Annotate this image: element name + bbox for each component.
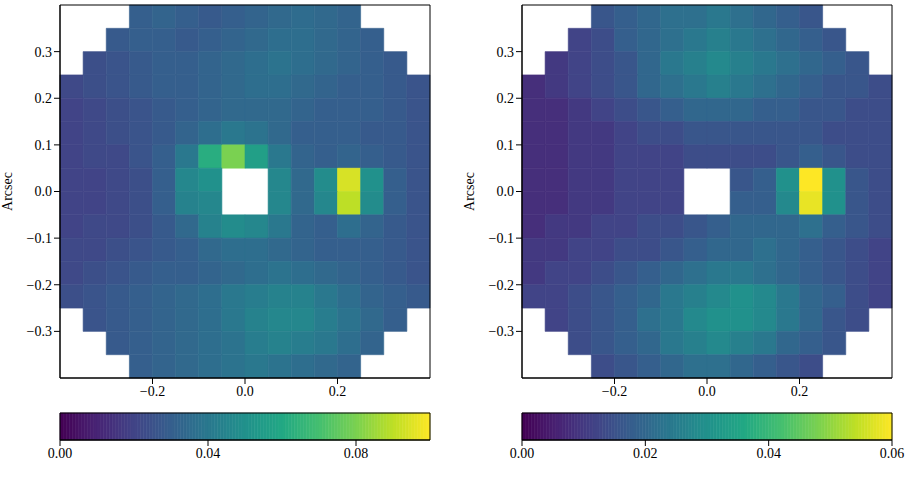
svg-text:−0.2: −0.2 [489, 278, 514, 293]
svg-text:0.3: 0.3 [35, 45, 53, 60]
svg-text:0.04: 0.04 [756, 446, 781, 461]
svg-text:0.1: 0.1 [497, 138, 515, 153]
svg-text:−0.2: −0.2 [140, 384, 165, 399]
svg-text:−0.2: −0.2 [602, 384, 627, 399]
svg-text:−0.3: −0.3 [489, 324, 514, 339]
svg-text:−0.2: −0.2 [27, 278, 52, 293]
svg-text:0.00: 0.00 [510, 446, 535, 461]
svg-text:0.0: 0.0 [698, 384, 716, 399]
svg-text:0.08: 0.08 [344, 446, 369, 461]
svg-text:0.02: 0.02 [633, 446, 658, 461]
svg-text:0.2: 0.2 [35, 91, 53, 106]
svg-text:0.2: 0.2 [329, 384, 347, 399]
svg-text:Arcsec: Arcsec [0, 172, 15, 211]
svg-text:0.00: 0.00 [48, 446, 73, 461]
svg-text:−0.1: −0.1 [489, 231, 514, 246]
svg-text:−0.3: −0.3 [27, 324, 52, 339]
svg-text:0.04: 0.04 [196, 446, 221, 461]
svg-text:0.0: 0.0 [497, 184, 515, 199]
svg-text:0.2: 0.2 [791, 384, 809, 399]
svg-text:0.3: 0.3 [497, 45, 515, 60]
svg-text:Arcsec: Arcsec [462, 172, 477, 211]
svg-text:0.1: 0.1 [35, 138, 53, 153]
svg-text:0.0: 0.0 [236, 384, 254, 399]
svg-text:0.06: 0.06 [880, 446, 905, 461]
svg-text:−0.1: −0.1 [27, 231, 52, 246]
svg-text:0.2: 0.2 [497, 91, 515, 106]
svg-text:0.0: 0.0 [35, 184, 53, 199]
